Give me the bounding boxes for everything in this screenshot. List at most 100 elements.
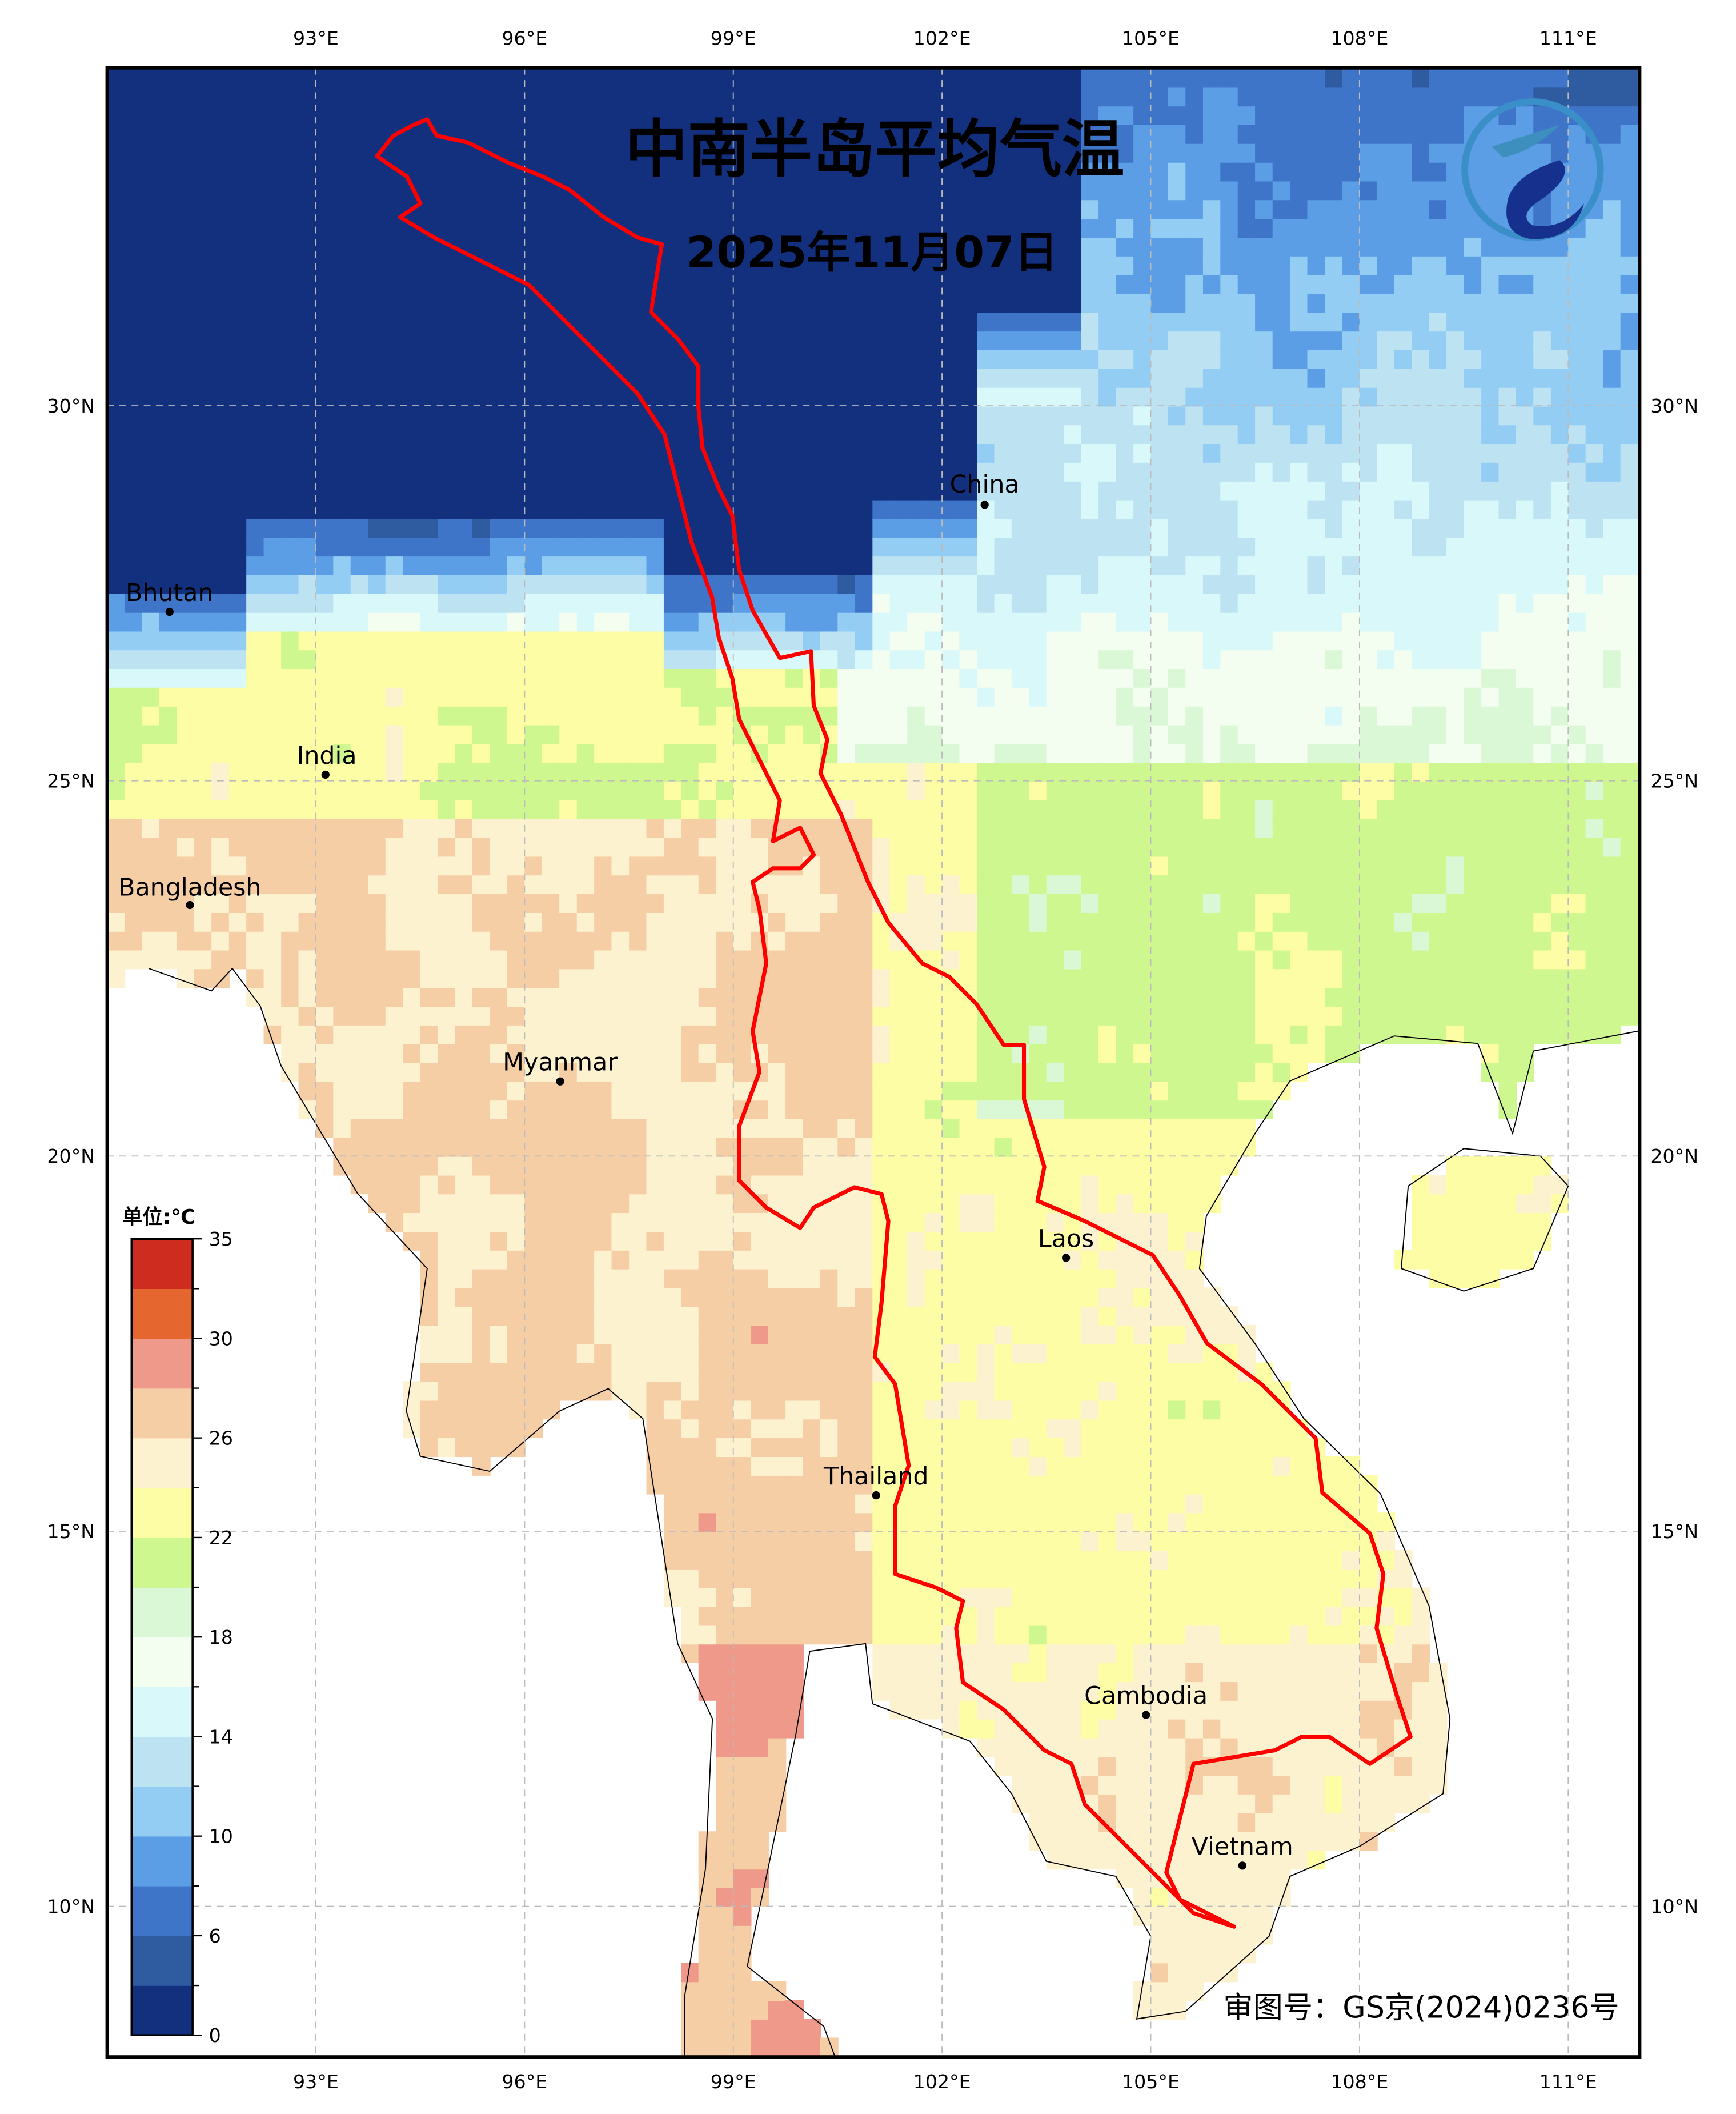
- temperature-cell: [959, 387, 978, 407]
- temperature-cell: [698, 1118, 717, 1138]
- temperature-cell: [681, 724, 700, 744]
- temperature-cell: [855, 255, 873, 275]
- temperature-cell: [959, 1550, 978, 1570]
- temperature-cell: [629, 1268, 647, 1288]
- temperature-cell: [263, 406, 282, 426]
- temperature-cell: [507, 931, 526, 951]
- temperature-cell: [994, 311, 1013, 332]
- temperature-cell: [681, 162, 700, 182]
- temperature-cell: [611, 574, 630, 594]
- temperature-cell: [803, 631, 821, 651]
- temperature-cell: [855, 1024, 873, 1044]
- temperature-cell: [1029, 1062, 1048, 1082]
- temperature-cell: [959, 743, 978, 763]
- temperature-cell: [1133, 274, 1152, 294]
- temperature-cell: [646, 837, 665, 857]
- temperature-cell: [507, 743, 526, 763]
- temperature-cell: [194, 68, 213, 88]
- temperature-cell: [1116, 1287, 1134, 1307]
- temperature-cell: [977, 518, 995, 538]
- temperature-cell: [907, 1081, 925, 1101]
- temperature-cell: [1029, 293, 1048, 313]
- temperature-cell: [785, 424, 804, 445]
- temperature-cell: [629, 1250, 647, 1270]
- temperature-cell: [1081, 1831, 1100, 1851]
- temperature-cell: [1168, 687, 1186, 707]
- temperature-cell: [698, 1643, 717, 1664]
- temperature-cell: [716, 724, 735, 744]
- temperature-cell: [663, 1512, 682, 1532]
- temperature-cell: [924, 856, 943, 876]
- temperature-cell: [751, 1175, 769, 1195]
- temperature-cell: [629, 68, 647, 88]
- temperature-cell: [246, 837, 264, 857]
- temperature-cell: [1029, 1437, 1048, 1458]
- temperature-cell: [490, 931, 508, 951]
- temperature-cell: [350, 706, 369, 726]
- temperature-cell: [211, 218, 230, 238]
- temperature-cell: [542, 424, 560, 445]
- temperature-cell: [924, 593, 943, 613]
- temperature-cell: [924, 330, 943, 350]
- temperature-cell: [837, 330, 856, 350]
- temperature-cell: [107, 912, 126, 932]
- temperature-cell: [507, 780, 526, 800]
- temperature-cell: [1046, 1643, 1065, 1664]
- temperature-cell: [490, 818, 508, 838]
- temperature-cell: [1150, 1212, 1169, 1232]
- temperature-cell: [1133, 762, 1152, 782]
- temperature-cell: [455, 1118, 474, 1138]
- temperature-cell: [472, 105, 491, 125]
- temperature-cell: [1011, 706, 1030, 726]
- temperature-cell: [889, 574, 908, 594]
- temperature-cell: [1081, 762, 1100, 782]
- temperature-cell: [1046, 1099, 1065, 1119]
- temperature-cell: [211, 780, 230, 800]
- temperature-cell: [663, 931, 682, 951]
- temperature-cell: [907, 349, 925, 369]
- temperature-cell: [455, 1343, 474, 1363]
- temperature-cell: [542, 987, 560, 1007]
- temperature-cell: [768, 1662, 787, 1683]
- temperature-cell: [211, 443, 230, 463]
- temperature-cell: [994, 481, 1013, 501]
- temperature-cell: [889, 1193, 908, 1214]
- temperature-cell: [438, 368, 456, 388]
- temperature-cell: [977, 874, 995, 894]
- temperature-cell: [542, 762, 560, 782]
- temperature-cell: [455, 218, 474, 238]
- temperature-cell: [994, 181, 1013, 201]
- temperature-cell: [733, 931, 752, 951]
- temperature-cell: [1202, 1062, 1221, 1082]
- temperature-cell: [559, 518, 578, 538]
- temperature-cell: [594, 86, 612, 107]
- temperature-cell: [194, 555, 213, 575]
- temperature-cell: [924, 1099, 943, 1119]
- temperature-cell: [524, 1324, 543, 1344]
- temperature-cell: [576, 1193, 595, 1214]
- temperature-cell: [785, 724, 804, 744]
- temperature-cell: [490, 124, 508, 144]
- temperature-cell: [542, 86, 560, 107]
- temperature-cell: [246, 799, 264, 819]
- temperature-cell: [803, 311, 821, 332]
- temperature-cell: [1116, 1793, 1134, 1813]
- temperature-cell: [1202, 1887, 1221, 1908]
- temperature-cell: [924, 743, 943, 763]
- temperature-cell: [1081, 950, 1100, 970]
- temperature-cell: [820, 1343, 839, 1363]
- temperature-cell: [385, 499, 404, 519]
- temperature-cell: [124, 837, 143, 857]
- temperature-cell: [1064, 762, 1083, 782]
- temperature-cell: [1064, 1099, 1083, 1119]
- temperature-cell: [1150, 536, 1169, 557]
- temperature-cell: [385, 837, 404, 857]
- temperature-cell: [594, 293, 612, 313]
- temperature-cell: [298, 1081, 317, 1101]
- temperature-cell: [524, 105, 543, 125]
- temperature-cell: [785, 349, 804, 369]
- temperature-cell: [1011, 274, 1030, 294]
- temperature-cell: [1116, 1006, 1134, 1026]
- temperature-cell: [246, 631, 264, 651]
- temperature-cell: [646, 968, 665, 988]
